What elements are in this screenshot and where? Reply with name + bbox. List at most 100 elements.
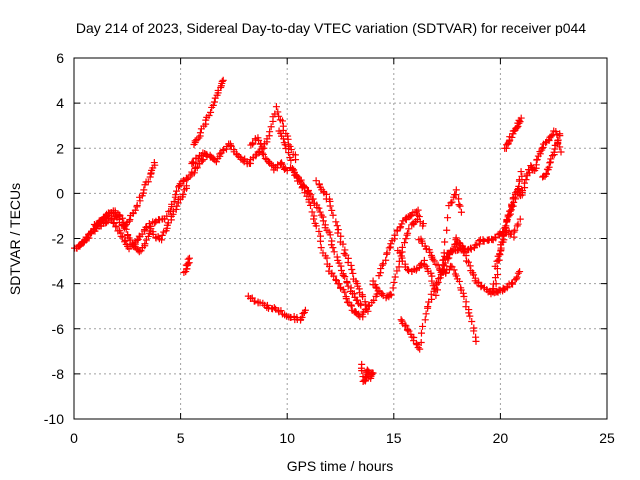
y-tick-label: -4 (52, 276, 65, 292)
data-point (390, 278, 398, 286)
data-point (323, 254, 331, 262)
data-point (277, 307, 285, 315)
data-point (401, 321, 409, 329)
data-point (278, 160, 286, 168)
data-point (315, 227, 323, 235)
data-point (443, 226, 451, 234)
data-point (144, 178, 152, 186)
data-point (414, 211, 422, 219)
data-point (339, 240, 347, 248)
data-point (538, 144, 546, 152)
data-point (413, 341, 421, 349)
data-point (179, 190, 187, 198)
data-point (343, 279, 351, 287)
data-point (175, 183, 183, 191)
data-point (350, 290, 358, 298)
data-point (305, 189, 313, 197)
data-point (517, 168, 525, 176)
data-points (71, 76, 565, 385)
data-point (122, 225, 130, 233)
data-point (218, 77, 226, 85)
data-point (493, 257, 501, 265)
data-point (359, 293, 367, 301)
data-point (494, 271, 502, 279)
data-point (117, 232, 125, 240)
data-point (506, 207, 514, 215)
data-point (516, 215, 524, 223)
chart-title: Day 214 of 2023, Sidereal Day-to-day VTE… (76, 20, 586, 36)
data-point (557, 148, 565, 156)
y-tick-label: 4 (56, 95, 64, 111)
x-tick-label: 15 (386, 430, 402, 446)
data-point (293, 172, 301, 180)
data-point (278, 117, 286, 125)
data-point (520, 179, 528, 187)
data-point (401, 239, 409, 247)
data-point (429, 255, 437, 263)
data-point (141, 240, 149, 248)
data-point (419, 322, 427, 330)
data-point (491, 262, 499, 270)
data-point (358, 367, 366, 375)
series-10 (312, 177, 372, 315)
series-17 (439, 215, 524, 264)
data-point (442, 269, 450, 277)
data-point (341, 273, 349, 281)
data-point (328, 206, 336, 214)
data-point (556, 130, 564, 138)
data-point (382, 256, 390, 264)
data-point (172, 191, 180, 199)
data-point (259, 150, 267, 158)
data-point (226, 141, 234, 149)
data-point (369, 369, 377, 377)
data-point (140, 186, 148, 194)
data-point (404, 326, 412, 334)
data-point (343, 298, 351, 306)
data-point (362, 301, 370, 309)
data-point (546, 159, 554, 167)
data-point (189, 159, 197, 167)
data-point (354, 311, 362, 319)
y-tick-label: 6 (56, 50, 64, 66)
data-point (452, 272, 460, 280)
data-point (514, 269, 522, 277)
data-point (552, 128, 560, 136)
data-point (383, 249, 391, 257)
series-16 (415, 235, 480, 345)
data-point (504, 211, 512, 219)
data-point (455, 277, 463, 285)
series-7 (244, 292, 309, 324)
series-4 (188, 140, 291, 175)
data-point (198, 157, 206, 165)
data-point (301, 183, 309, 191)
data-point (266, 128, 274, 136)
y-tick-label: -2 (52, 231, 65, 247)
data-point (183, 175, 191, 183)
data-point (133, 202, 141, 210)
series-3 (180, 254, 193, 277)
data-point (548, 152, 556, 160)
data-point (184, 255, 192, 263)
data-point (282, 145, 290, 153)
data-point (287, 156, 295, 164)
series-12 (369, 216, 421, 302)
data-point (260, 144, 268, 152)
x-tick-label: 5 (177, 430, 185, 446)
data-point (507, 203, 515, 211)
data-point (447, 262, 455, 270)
data-point (434, 261, 442, 269)
data-point (398, 243, 406, 251)
data-point (385, 244, 393, 252)
data-point (267, 123, 275, 131)
data-point (389, 284, 397, 292)
data-point (421, 316, 429, 324)
data-point (417, 339, 425, 347)
data-point (270, 304, 278, 312)
y-tick-label: 0 (56, 185, 64, 201)
y-axis-label: SDTVAR / TECUs (7, 183, 23, 295)
data-point (447, 199, 455, 207)
data-point (417, 329, 425, 337)
data-point (477, 283, 485, 291)
data-point (79, 239, 87, 247)
x-tick-label: 25 (599, 430, 615, 446)
